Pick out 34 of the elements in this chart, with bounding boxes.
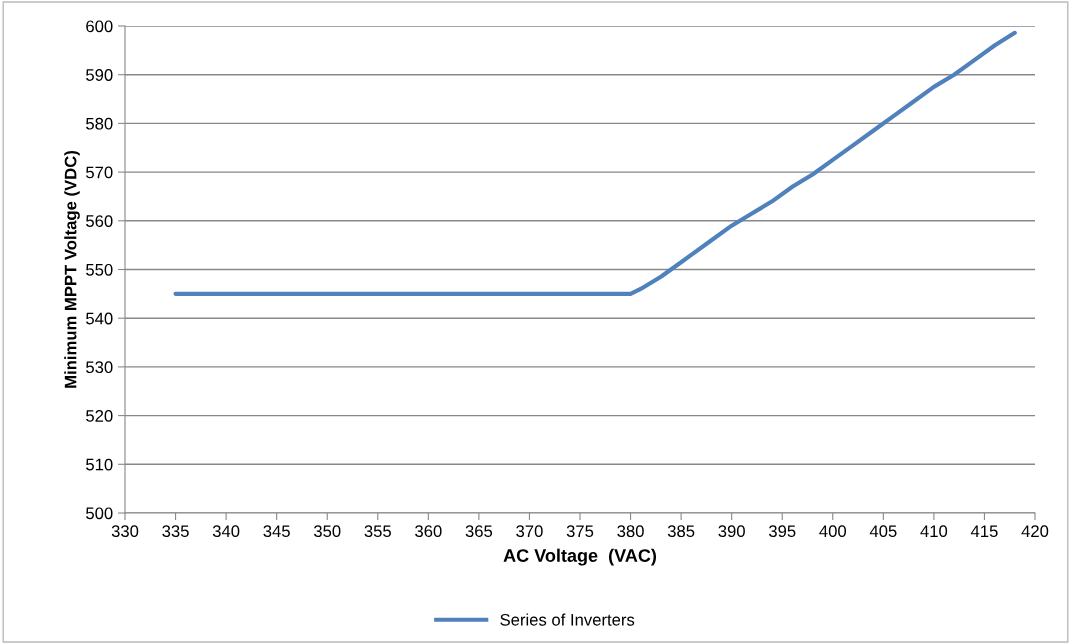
x-tick-label: 330 xyxy=(111,525,139,538)
y-tick-label: 580 xyxy=(86,117,113,130)
x-tick-label: 350 xyxy=(313,525,341,538)
x-tick-label: 395 xyxy=(768,525,796,538)
line-series xyxy=(173,30,1017,296)
y-tick-label: 500 xyxy=(86,507,113,520)
x-tick-label: 360 xyxy=(415,525,442,538)
y-tick-label: 550 xyxy=(86,263,113,276)
x-axis-title: AC Voltage (VAC) xyxy=(503,548,657,566)
x-tick-label: 375 xyxy=(566,525,594,538)
y-tick-label: 520 xyxy=(86,410,113,422)
x-tick-label: 415 xyxy=(970,525,998,538)
legend-label: Series of Inverters xyxy=(500,613,635,626)
x-tick-label: 390 xyxy=(718,525,745,538)
y-tick-label: 510 xyxy=(86,458,113,471)
x-tick-label: 405 xyxy=(869,525,897,538)
x-tick-label: 385 xyxy=(667,525,695,538)
x-tick-label: 380 xyxy=(617,525,644,538)
x-tick-label: 345 xyxy=(263,525,290,538)
y-tick-label: 600 xyxy=(86,20,113,33)
y-tick-label: 540 xyxy=(86,312,113,325)
x-tick-label: 410 xyxy=(920,525,948,538)
x-tick-label: 365 xyxy=(465,525,493,538)
x-tick-label: 355 xyxy=(364,525,391,538)
y-tick-label: 530 xyxy=(86,361,113,374)
x-tick-label: 335 xyxy=(162,525,189,538)
y-tick-label: 590 xyxy=(86,69,113,81)
y-tick-label: 560 xyxy=(86,215,113,227)
x-tick-label: 420 xyxy=(1021,525,1049,538)
x-tick-label: 400 xyxy=(819,525,847,538)
x-tick-label: 370 xyxy=(516,525,543,538)
y-axis-title: Minimum MPPT Voltage (VDC) xyxy=(64,151,80,388)
x-tick-label: 340 xyxy=(212,525,240,538)
y-tick-label: 570 xyxy=(86,166,113,179)
